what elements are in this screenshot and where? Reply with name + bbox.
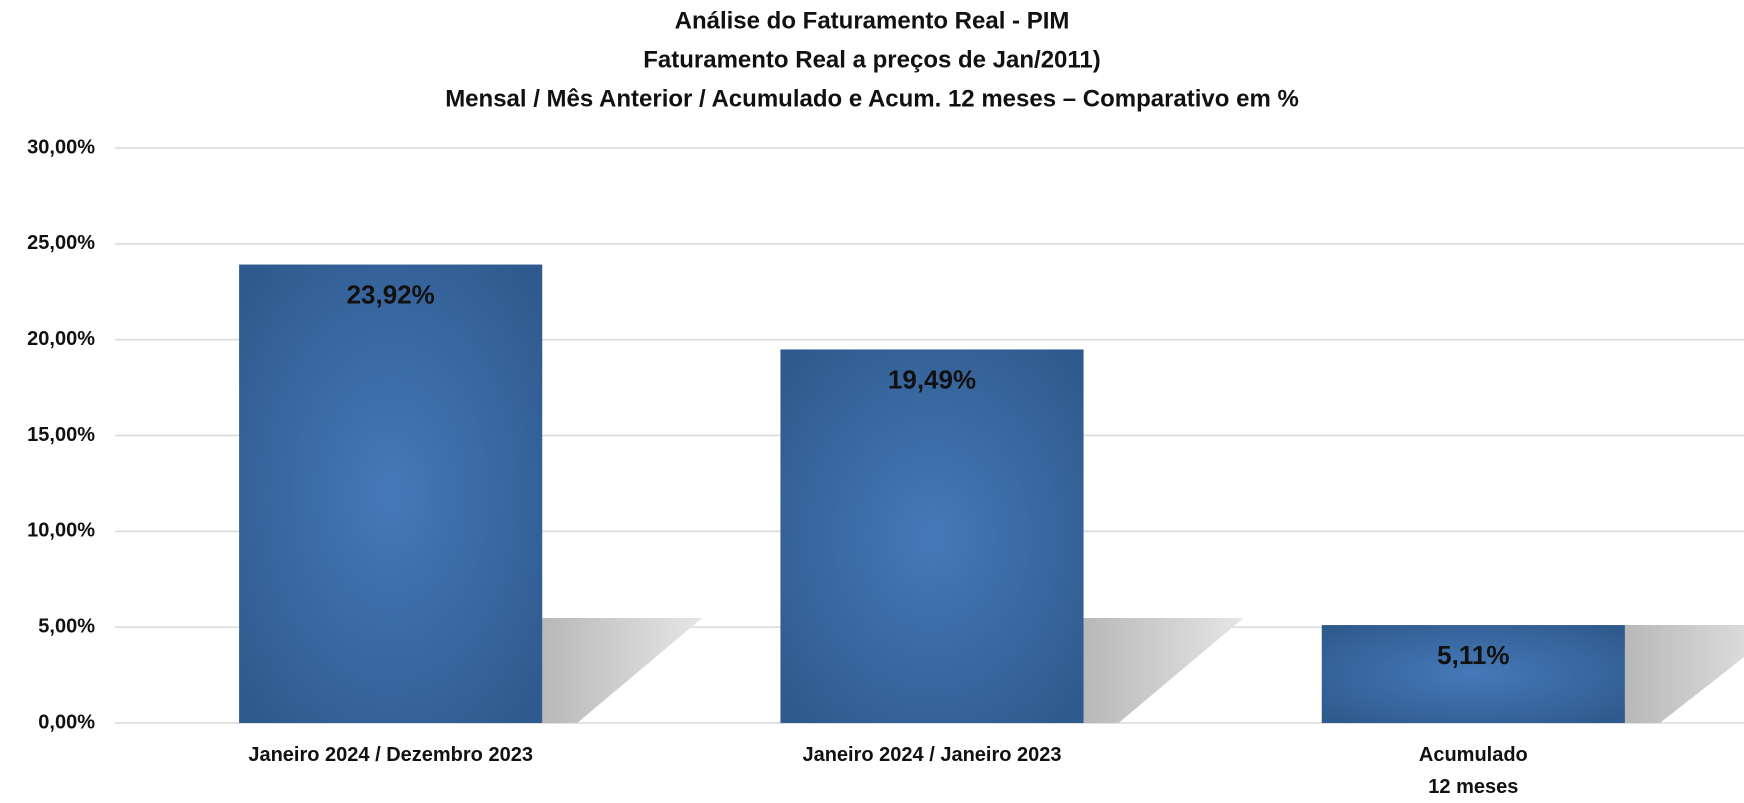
chart-subtitle: Mensal / Mês Anterior / Acumulado e Acum… [445, 85, 1299, 112]
data-label: 19,49% [888, 364, 976, 394]
x-tick-label: Janeiro 2024 / Janeiro 2023 [802, 744, 1062, 766]
y-tick-label: 25,00% [27, 232, 95, 254]
y-tick-label: 30,00% [27, 136, 95, 158]
bar-shadow [542, 618, 703, 723]
y-tick-label: 0,00% [38, 711, 95, 733]
bar-shadow [1624, 625, 1744, 723]
y-tick-label: 20,00% [27, 328, 95, 350]
bar [239, 264, 543, 723]
y-tick-label: 15,00% [27, 424, 95, 446]
x-tick-label: Acumulado 12 meses [1418, 744, 1528, 798]
bar-shadow [1083, 618, 1244, 723]
bar [1321, 625, 1625, 723]
bar [780, 349, 1084, 723]
data-label: 5,11% [1437, 640, 1509, 670]
y-tick-label: 10,00% [27, 520, 95, 542]
x-tick-label: Janeiro 2024 / Dezembro 2023 [248, 744, 533, 766]
chart-title: Análise do Faturamento Real - PIM [675, 7, 1070, 34]
y-tick-label: 5,00% [38, 615, 95, 637]
chart-subtitle: Faturamento Real a preços de Jan/2011) [643, 46, 1101, 73]
data-label: 23,92% [347, 279, 435, 309]
